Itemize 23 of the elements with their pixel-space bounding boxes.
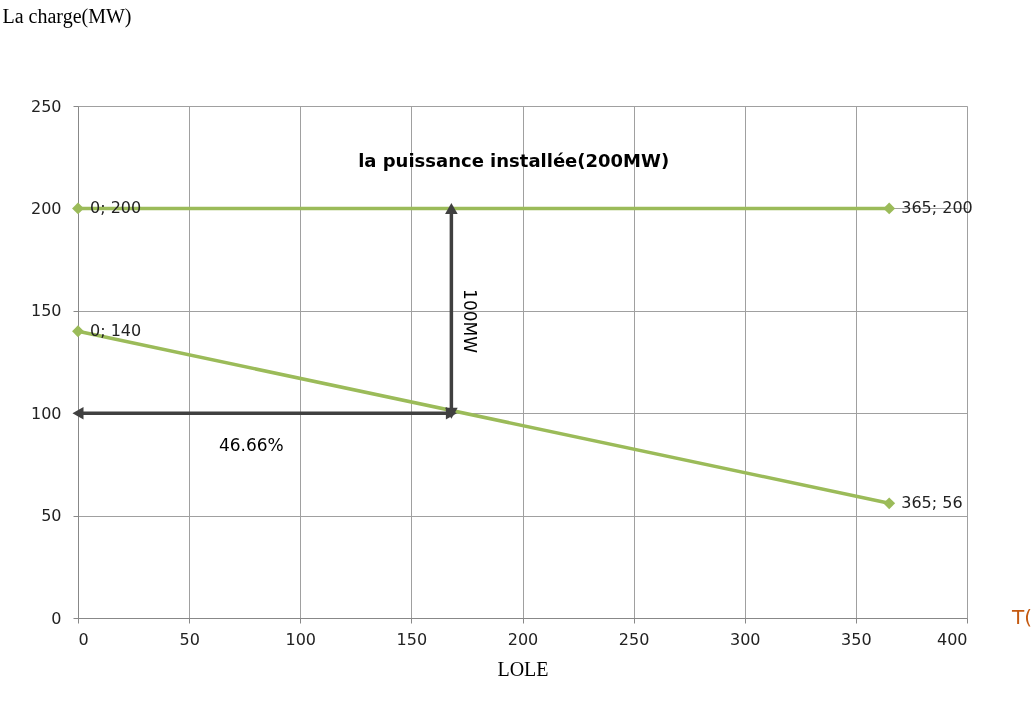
y-axis-title: La charge(MW) bbox=[2, 4, 132, 28]
y-tick-label: 150 bbox=[30, 301, 62, 321]
annotation: la puissance installée(200MW) bbox=[358, 150, 670, 172]
y-tick-label: 0 bbox=[51, 608, 62, 628]
x-axis-title: LOLE bbox=[497, 657, 549, 680]
x-tick-label: 250 bbox=[618, 629, 650, 649]
annotation: 100MW bbox=[460, 289, 481, 354]
data-label: 365; 56 bbox=[901, 493, 963, 513]
data-label: 365; 200 bbox=[901, 198, 973, 218]
y-tick-label: 100 bbox=[30, 403, 62, 423]
annotation: 46.66% bbox=[218, 435, 284, 456]
y-tick-label: 250 bbox=[30, 96, 62, 116]
x-tick-label: 100 bbox=[285, 629, 317, 649]
y-tick-label: 50 bbox=[41, 506, 62, 526]
y-tick-label: 200 bbox=[30, 198, 62, 218]
x-tick-label: 50 bbox=[179, 629, 200, 649]
x-tick-label: 150 bbox=[396, 629, 428, 649]
x-tick-label: 0 bbox=[78, 629, 89, 649]
text: T( bbox=[1011, 605, 1033, 629]
x-tick-label: 300 bbox=[729, 629, 761, 649]
x-tick-label: 350 bbox=[841, 629, 872, 649]
x-tick-label: 400 bbox=[936, 629, 968, 649]
x-tick-label: 200 bbox=[507, 629, 539, 649]
